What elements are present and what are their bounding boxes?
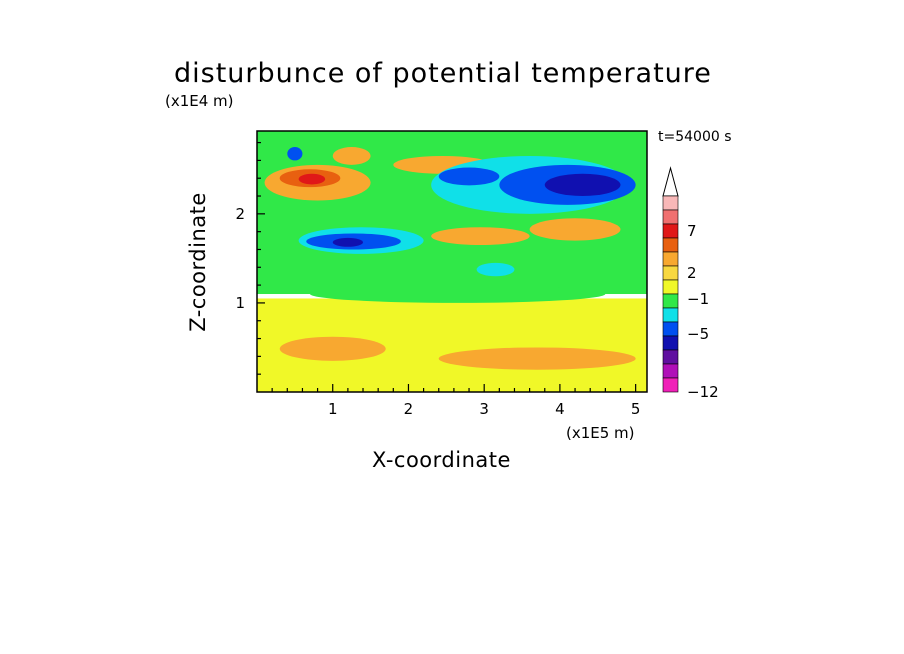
x-tick-label: 3 xyxy=(479,400,489,418)
colorbar-swatch xyxy=(662,363,679,379)
colorbar-label: −12 xyxy=(687,383,719,401)
colorbar-label: 7 xyxy=(687,222,697,240)
colorbar-swatch xyxy=(662,307,679,323)
contour-region-orange xyxy=(529,218,621,241)
colorbar-swatch xyxy=(662,349,679,365)
contour-region-orange xyxy=(279,336,386,361)
x-axis-scale-label: (x1E5 m) xyxy=(566,424,635,442)
x-axis-ticks: 1 2 3 4 5 xyxy=(271,384,641,418)
colorbar-swatch xyxy=(662,279,679,295)
contour-region-navy xyxy=(332,237,364,247)
chart-title: disturbunce of potential temperature xyxy=(174,58,712,89)
contour-region-green xyxy=(257,131,647,295)
colorbar-label: −1 xyxy=(687,290,709,308)
colorbar-swatch xyxy=(662,293,679,309)
y-axis-ticks: 12 xyxy=(235,141,265,375)
colorbar-swatch xyxy=(662,209,679,225)
contour-region-orange xyxy=(431,227,530,246)
x-axis-label: X-coordinate xyxy=(372,448,511,472)
colorbar-swatch xyxy=(662,321,679,337)
contour-region-blue xyxy=(287,147,303,161)
colorbar-swatch xyxy=(662,237,679,253)
contour-region-blue xyxy=(438,167,500,186)
x-tick-label: 2 xyxy=(404,400,414,418)
y-tick-label: 1 xyxy=(235,294,245,312)
contour-region-orange xyxy=(438,347,636,370)
contour-region-cyan xyxy=(476,262,515,277)
colorbar-swatch xyxy=(662,195,679,211)
contour-region-green xyxy=(310,285,606,303)
contour-field xyxy=(257,131,647,392)
y-axis-scale-label: (x1E4 m) xyxy=(165,92,234,110)
x-tick-label: 1 xyxy=(328,400,338,418)
x-tick-label: 4 xyxy=(555,400,565,418)
colorbar-extend-arrow xyxy=(662,166,679,197)
colorbar-swatch xyxy=(662,377,679,393)
contour-region-orange xyxy=(332,147,371,165)
colorbar-label: 2 xyxy=(687,264,697,282)
x-tick-label: 5 xyxy=(631,400,641,418)
colorbar-swatch xyxy=(662,251,679,267)
contour-region-red-dark xyxy=(298,173,326,185)
y-tick-label: 2 xyxy=(235,205,245,223)
colorbar-swatch xyxy=(662,223,679,239)
colorbar-swatch xyxy=(662,335,679,351)
colorbar-swatch xyxy=(662,265,679,281)
colorbar-label: −5 xyxy=(687,325,709,343)
contour-region-navy xyxy=(544,173,621,197)
time-label: t=54000 s xyxy=(658,129,732,145)
colorbar: 7 2 −1 −5 −12 xyxy=(662,166,719,401)
plot-frame xyxy=(256,130,648,393)
